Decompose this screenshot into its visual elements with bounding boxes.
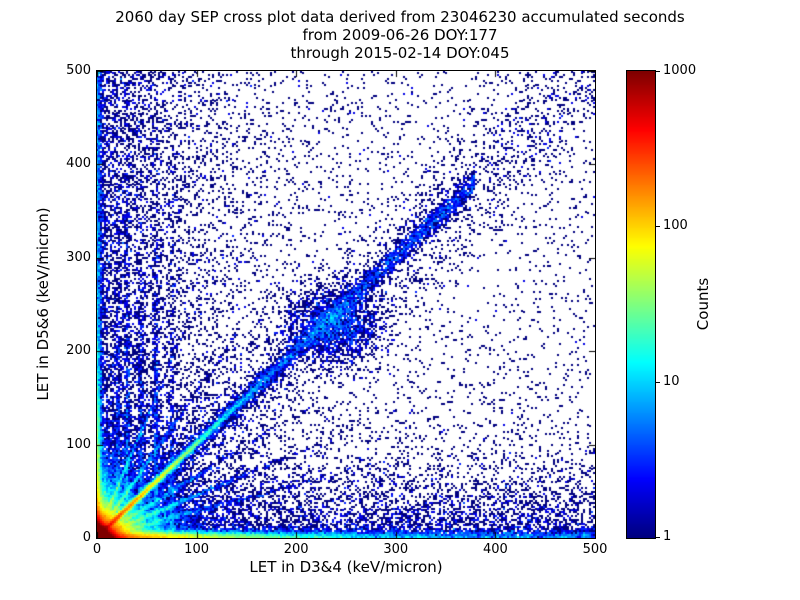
colorbar — [626, 70, 656, 539]
x-tick-label: 0 — [92, 542, 102, 557]
colorbar-tick — [656, 382, 660, 383]
x-axis-label: LET in D3&4 (keV/micron) — [249, 558, 443, 576]
y-tick-label: 0 — [82, 530, 91, 545]
plot-area — [96, 70, 596, 539]
colorbar-gradient-canvas — [627, 71, 655, 538]
colorbar-tick — [656, 537, 660, 538]
colorbar-tick-label: 10 — [663, 373, 680, 389]
x-tick-label: 400 — [482, 542, 508, 557]
y-axis-label: LET in D5&6 (keV/micron) — [34, 207, 52, 401]
y-tick-label: 200 — [66, 343, 91, 359]
colorbar-tick-label: 1 — [663, 529, 672, 544]
y-tick-label: 300 — [66, 249, 91, 265]
colorbar-label: Counts — [694, 277, 712, 331]
x-tick-label: 500 — [582, 542, 608, 557]
y-tick-label: 500 — [66, 63, 91, 78]
colorbar-tick-label: 1000 — [663, 63, 697, 78]
x-tick-label: 100 — [184, 542, 209, 557]
chart-subtitle-from: from 2009-06-26 DOY:177 — [302, 26, 498, 44]
colorbar-tick — [656, 226, 660, 227]
x-tick-label: 200 — [283, 542, 309, 557]
chart-title: 2060 day SEP cross plot data derived fro… — [115, 8, 685, 26]
x-tick-label: 300 — [383, 542, 409, 557]
y-tick-label: 100 — [66, 436, 91, 452]
colorbar-tick — [656, 71, 660, 72]
y-tick-label: 400 — [66, 156, 91, 172]
chart-subtitle-through: through 2015-02-14 DOY:045 — [290, 44, 510, 62]
scatter-density-canvas — [97, 71, 595, 538]
colorbar-tick-label: 100 — [663, 218, 688, 234]
